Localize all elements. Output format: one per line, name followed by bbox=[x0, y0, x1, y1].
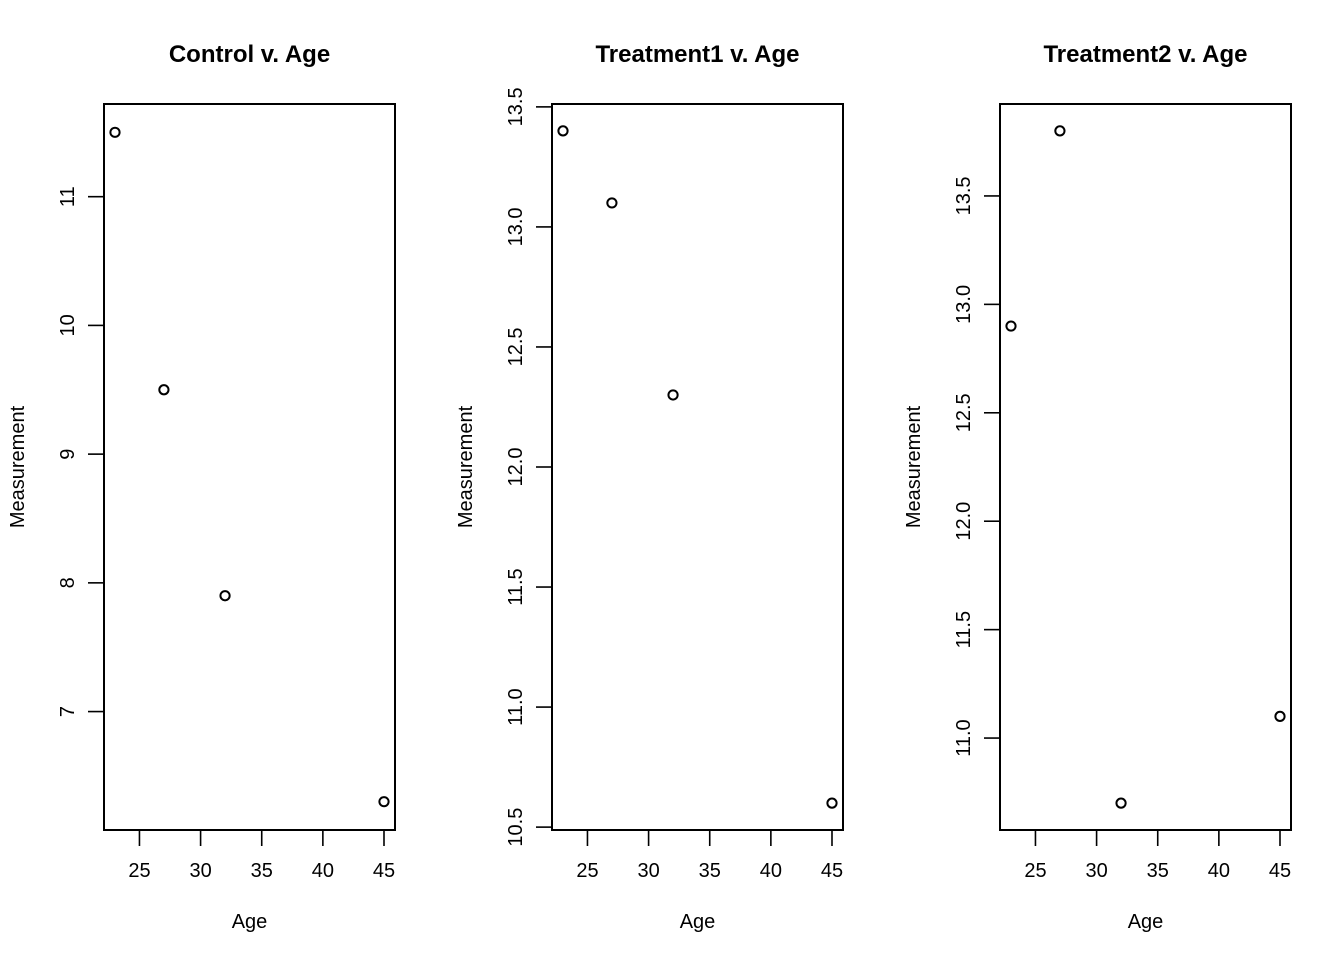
x-tick-label: 30 bbox=[189, 860, 211, 882]
data-point bbox=[219, 590, 231, 602]
x-tick-label: 45 bbox=[373, 860, 395, 882]
y-tick-label: 11.5 bbox=[953, 611, 975, 648]
chart-title: Control v. Age bbox=[169, 41, 330, 68]
x-tick-label: 30 bbox=[1085, 860, 1107, 882]
chart-title: Treatment1 v. Age bbox=[595, 41, 799, 68]
data-point bbox=[109, 126, 121, 138]
x-axis-label: Age bbox=[232, 911, 268, 933]
y-tick-label: 11.0 bbox=[953, 719, 975, 756]
x-tick-label: 40 bbox=[760, 860, 782, 882]
chart-panel-3: Treatment2 v. Age 25 30 35 40 45 Age 11.0 11.5 12… bbox=[903, 41, 1292, 933]
x-tick-label: 35 bbox=[1147, 860, 1169, 882]
chart-panel-2: Treatment1 v. Age 25 30 35 40 45 Age 10.5 11.0 11… bbox=[455, 41, 844, 933]
y-tick-label: 11.5 bbox=[505, 568, 527, 605]
x-tick-label: 45 bbox=[821, 860, 843, 882]
chart-title: Treatment2 v. Age bbox=[1043, 41, 1247, 68]
x-axis-label: Age bbox=[1128, 911, 1164, 933]
x-tick-label: 30 bbox=[637, 860, 659, 882]
data-point bbox=[1274, 710, 1286, 722]
chart-panel-1: Control v. Age 25 30 35 40 45 Age 7 8 9 10 11 Measur… bbox=[7, 41, 396, 933]
plot-frame bbox=[999, 103, 1292, 831]
y-tick-label: 12.5 bbox=[953, 393, 975, 432]
y-tick-label: 12.0 bbox=[505, 448, 527, 487]
data-point bbox=[667, 389, 679, 401]
x-axis-label: Age bbox=[680, 911, 716, 933]
y-axis-label: Measurement bbox=[7, 405, 29, 528]
y-tick-label: 13.5 bbox=[505, 87, 527, 126]
y-tick-label: 10 bbox=[57, 314, 79, 336]
x-tick-label: 25 bbox=[1024, 860, 1046, 882]
y-tick-label: 13.0 bbox=[505, 207, 527, 246]
x-tick-label: 25 bbox=[128, 860, 150, 882]
data-point bbox=[606, 197, 618, 209]
y-tick-label: 13.0 bbox=[953, 285, 975, 324]
data-point bbox=[1115, 797, 1127, 809]
y-tick-label: 13.5 bbox=[953, 176, 975, 215]
y-tick-label: 12.5 bbox=[505, 327, 527, 366]
y-tick-label: 12.0 bbox=[953, 502, 975, 541]
plot-frame bbox=[103, 103, 396, 831]
x-tick-label: 40 bbox=[312, 860, 334, 882]
y-tick-label: 8 bbox=[57, 577, 79, 588]
x-tick-label: 40 bbox=[1208, 860, 1230, 882]
y-tick-label: 9 bbox=[57, 449, 79, 460]
y-tick-label: 10.5 bbox=[505, 808, 527, 847]
data-point bbox=[378, 796, 390, 808]
y-tick-label: 11.0 bbox=[505, 688, 527, 725]
plot-frame bbox=[551, 103, 844, 831]
y-axis-label: Measurement bbox=[455, 405, 477, 528]
data-point bbox=[1005, 320, 1017, 332]
data-point bbox=[557, 125, 569, 137]
data-point bbox=[826, 797, 838, 809]
data-point bbox=[158, 384, 170, 396]
data-point bbox=[1054, 125, 1066, 137]
y-tick-label: 11 bbox=[57, 186, 79, 207]
y-tick-label: 7 bbox=[57, 706, 79, 717]
x-tick-label: 25 bbox=[576, 860, 598, 882]
y-axis-label: Measurement bbox=[903, 405, 925, 528]
x-tick-label: 45 bbox=[1269, 860, 1291, 882]
x-tick-label: 35 bbox=[251, 860, 273, 882]
x-tick-label: 35 bbox=[699, 860, 721, 882]
